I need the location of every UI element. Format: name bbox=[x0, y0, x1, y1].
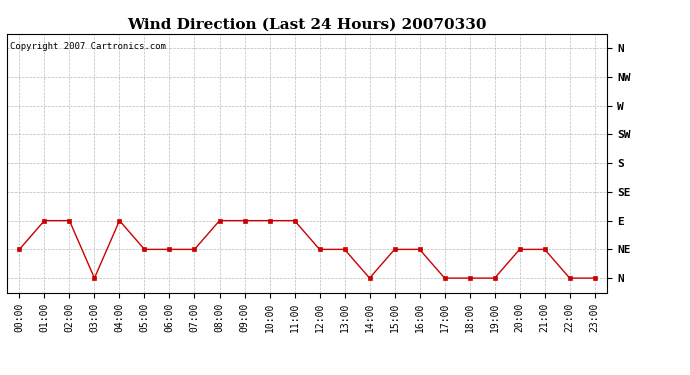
Title: Wind Direction (Last 24 Hours) 20070330: Wind Direction (Last 24 Hours) 20070330 bbox=[127, 17, 487, 31]
Text: Copyright 2007 Cartronics.com: Copyright 2007 Cartronics.com bbox=[10, 42, 166, 51]
